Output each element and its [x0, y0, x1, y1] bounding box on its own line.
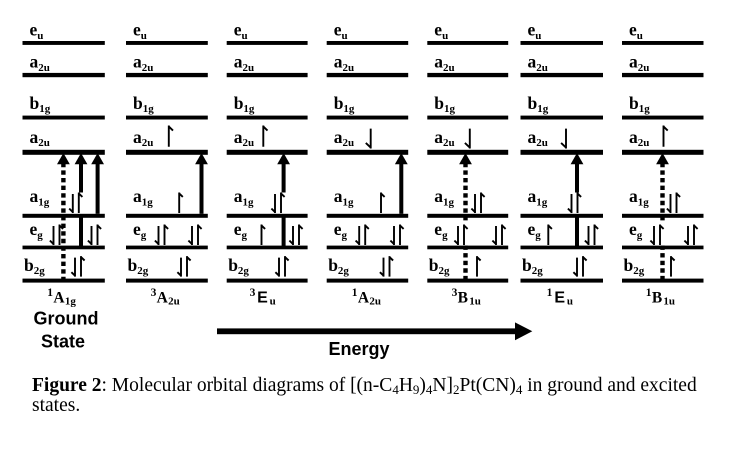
svg-text:eg: eg — [528, 219, 542, 241]
svg-text:b1g: b1g — [334, 93, 355, 115]
svg-text:eg: eg — [30, 219, 44, 241]
svg-text:eg: eg — [234, 219, 248, 241]
svg-text:3Eu: 3Eu — [250, 287, 276, 307]
svg-text:a2u: a2u — [234, 52, 254, 74]
svg-text:1A1g: 1A1g — [47, 287, 76, 307]
svg-text:a2u: a2u — [133, 52, 153, 74]
svg-text:b1g: b1g — [133, 93, 154, 115]
svg-text:a2u: a2u — [528, 52, 548, 74]
svg-text:a1g: a1g — [528, 186, 548, 208]
svg-text:eu: eu — [30, 20, 44, 42]
svg-text:eu: eu — [334, 20, 348, 42]
svg-text:eg: eg — [133, 219, 147, 241]
svg-text:a2u: a2u — [30, 52, 50, 74]
svg-text:1Eu: 1Eu — [547, 287, 573, 307]
svg-text:a2u: a2u — [133, 127, 153, 149]
svg-text:a2u: a2u — [434, 127, 454, 149]
svg-text:Ground: Ground — [34, 309, 99, 329]
svg-text:a2u: a2u — [334, 127, 354, 149]
svg-text:b2g: b2g — [429, 255, 450, 277]
svg-text:b1g: b1g — [528, 93, 549, 115]
svg-text:a2u: a2u — [30, 127, 50, 149]
svg-text:a2u: a2u — [334, 52, 354, 74]
svg-text:b1g: b1g — [30, 93, 51, 115]
svg-text:b1g: b1g — [434, 93, 455, 115]
svg-text:eu: eu — [629, 20, 643, 42]
svg-text:eg: eg — [334, 219, 348, 241]
svg-text:a2u: a2u — [629, 52, 649, 74]
svg-text:eu: eu — [434, 20, 448, 42]
svg-text:a1g: a1g — [30, 186, 50, 208]
svg-text:a1g: a1g — [334, 186, 354, 208]
svg-text:eu: eu — [528, 20, 542, 42]
svg-text:3B1u: 3B1u — [452, 287, 481, 307]
svg-text:b2g: b2g — [228, 255, 249, 277]
svg-text:eu: eu — [234, 20, 248, 42]
svg-text:3A2u: 3A2u — [151, 287, 180, 307]
svg-text:eu: eu — [133, 20, 147, 42]
svg-text:a1g: a1g — [234, 186, 254, 208]
svg-text:b2g: b2g — [522, 255, 543, 277]
svg-text:eg: eg — [629, 219, 643, 241]
svg-text:b2g: b2g — [328, 255, 349, 277]
svg-text:b1g: b1g — [234, 93, 255, 115]
svg-text:b2g: b2g — [128, 255, 149, 277]
svg-text:1A2u: 1A2u — [352, 287, 381, 307]
svg-text:a2u: a2u — [629, 127, 649, 149]
svg-text:a1g: a1g — [434, 186, 454, 208]
svg-text:1B1u: 1B1u — [646, 287, 675, 307]
svg-text:a1g: a1g — [629, 186, 649, 208]
svg-text:a2u: a2u — [434, 52, 454, 74]
svg-text:a1g: a1g — [133, 186, 153, 208]
svg-text:Energy: Energy — [328, 339, 389, 359]
svg-text:b2g: b2g — [24, 255, 45, 277]
svg-text:State: State — [41, 332, 85, 352]
svg-text:a2u: a2u — [528, 127, 548, 149]
svg-text:b2g: b2g — [624, 255, 645, 277]
svg-text:a2u: a2u — [234, 127, 254, 149]
svg-text:eg: eg — [434, 219, 448, 241]
svg-text:b1g: b1g — [629, 93, 650, 115]
